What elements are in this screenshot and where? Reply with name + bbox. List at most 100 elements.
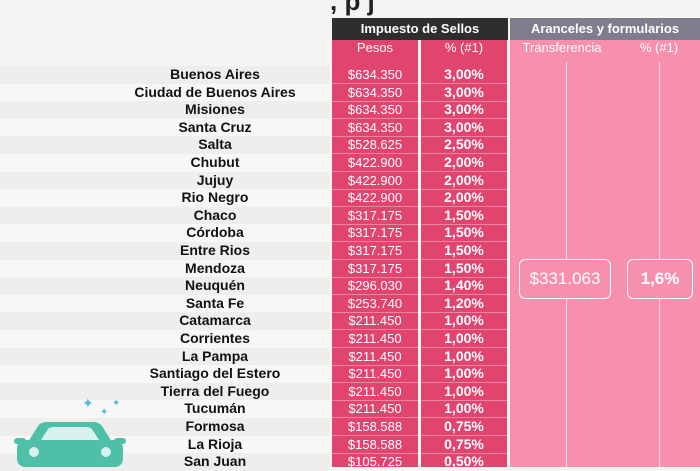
sellos-pesos-value: $211.450 [348, 401, 402, 417]
row-divider [332, 83, 508, 84]
row-divider [332, 347, 508, 348]
row-divider [332, 223, 508, 225]
header-impuesto-sellos: Impuesto de Sellos [332, 18, 508, 40]
province-name: San Juan [183, 453, 247, 470]
row-stripe [0, 259, 330, 278]
province-name: Salta [198, 136, 232, 153]
table-row: Entre Rios $317.175 1,50% [0, 242, 700, 260]
sellos-pesos-value: $211.450 [348, 366, 402, 382]
table-row: Santa Cruz $634.350 3,00% [0, 118, 700, 137]
sellos-pesos-value: $422.900 [347, 190, 403, 206]
row-divider [332, 171, 508, 172]
row-stripe [0, 294, 330, 313]
sellos-pct-value: 1,50% [444, 206, 484, 223]
table-row: Mendoza $317.175 1,50% [0, 259, 700, 278]
row-stripe [0, 206, 330, 225]
table-row: Córdoba $317.175 1,50% [0, 224, 700, 243]
row-stripe [0, 382, 330, 401]
sellos-pct-value: 0,75% [444, 418, 484, 434]
row-divider [332, 399, 508, 401]
province-name: Catamarca [179, 312, 251, 329]
sellos-pesos-value: $422.900 [347, 172, 403, 188]
row-divider [332, 259, 508, 260]
province-name: Jujuy [196, 171, 234, 188]
province-name: Entre Rios [179, 242, 250, 258]
province-name: Córdoba [186, 224, 244, 241]
table-row: Buenos Aires $634.350 3,00% [0, 66, 700, 84]
row-divider [332, 206, 508, 208]
row-stripe [0, 66, 330, 84]
row-divider [332, 118, 508, 120]
row-divider [332, 435, 508, 436]
row-divider [332, 417, 508, 419]
subheader-transferencia: Transferencia [522, 40, 602, 55]
row-divider [332, 153, 508, 155]
row-divider [332, 364, 508, 366]
car-icon [14, 422, 126, 467]
row-divider [332, 135, 508, 137]
sellos-pct-value: 3,00% [444, 101, 484, 118]
row-stripe [0, 136, 330, 154]
sellos-pesos-value: $211.450 [348, 331, 402, 346]
sellos-pct-value: 2,00% [444, 189, 484, 206]
sellos-pesos-value: $422.900 [347, 155, 403, 170]
province-name: Buenos Aires [170, 66, 260, 82]
province-name: Formosa [185, 418, 245, 434]
province-name: La Pampa [181, 347, 249, 364]
sellos-pct-value: 3,00% [444, 83, 484, 100]
pesos-column [332, 40, 418, 467]
table-row: Neuquén $296.030 1,40% [0, 277, 700, 296]
row-divider [332, 276, 508, 278]
row-stripe [0, 118, 330, 137]
sparkle-icon: ✦ [112, 398, 121, 409]
row-stripe [0, 400, 330, 418]
sellos-pct-value: 3,00% [444, 66, 484, 82]
row-stripe [0, 154, 330, 172]
sellos-pct-value: 1,40% [444, 277, 484, 294]
row-divider [332, 294, 508, 296]
row-divider [332, 311, 508, 313]
row-stripe [0, 330, 330, 348]
transferencia-pct-value: 1,6% [627, 259, 693, 299]
sellos-pesos-value: $634.350 [347, 102, 403, 118]
row-stripe [0, 347, 330, 366]
table-row: Tucumán $211.450 1,00% [0, 400, 700, 419]
table-row: Ciudad de Buenos Aires $634.350 3,00% [0, 83, 700, 102]
row-stripe [0, 171, 330, 190]
sellos-pct-value: 0,75% [444, 435, 484, 452]
sellos-pesos-value: $528.625 [347, 137, 403, 153]
province-name: Corrientes [179, 330, 251, 346]
sellos-pesos-value: $211.450 [348, 313, 402, 329]
sellos-pct-value: 1,00% [444, 347, 484, 364]
row-stripe [0, 101, 330, 119]
sparkle-icon: ✦ [82, 395, 94, 411]
table-row: Misiones $634.350 3,00% [0, 101, 700, 120]
sellos-pct-value: 2,00% [444, 171, 484, 188]
row-stripe [0, 277, 330, 295]
sellos-pct-value: 1,00% [444, 365, 484, 382]
table-row: Catamarca $211.450 1,00% [0, 312, 700, 331]
sellos-pesos-value: $634.350 [347, 84, 403, 100]
row-divider [332, 188, 508, 190]
sellos-pct-value: 1,50% [444, 224, 484, 241]
sellos-pesos-value: $158.588 [347, 419, 403, 434]
header-aranceles: Aranceles y formularios [510, 18, 700, 40]
sellos-pct-value: 1,00% [444, 330, 484, 346]
sparkle-icon: ✦ [100, 407, 109, 418]
sellos-pesos-value: $317.175 [347, 225, 403, 241]
province-name: Mendoza [185, 259, 245, 276]
row-divider [332, 452, 508, 454]
sellos-pesos-value: $317.175 [347, 243, 403, 258]
subheader-pesos: Pesos [356, 40, 394, 55]
table-row: Tierra del Fuego $211.450 1,00% [0, 382, 700, 401]
row-stripe [0, 224, 330, 242]
transferencia-value: $331.063 [519, 259, 611, 299]
row-stripe [0, 83, 330, 102]
sellos-pesos-value: $317.175 [347, 260, 403, 276]
table-row: Santa Fe $253.740 1,20% [0, 294, 700, 313]
province-name: Neuquén [185, 277, 245, 294]
row-stripe [0, 365, 330, 383]
table-row: La Pampa $211.450 1,00% [0, 347, 700, 366]
province-name: Santa Fe [185, 294, 245, 311]
sellos-pct-value: 1,00% [444, 382, 484, 399]
